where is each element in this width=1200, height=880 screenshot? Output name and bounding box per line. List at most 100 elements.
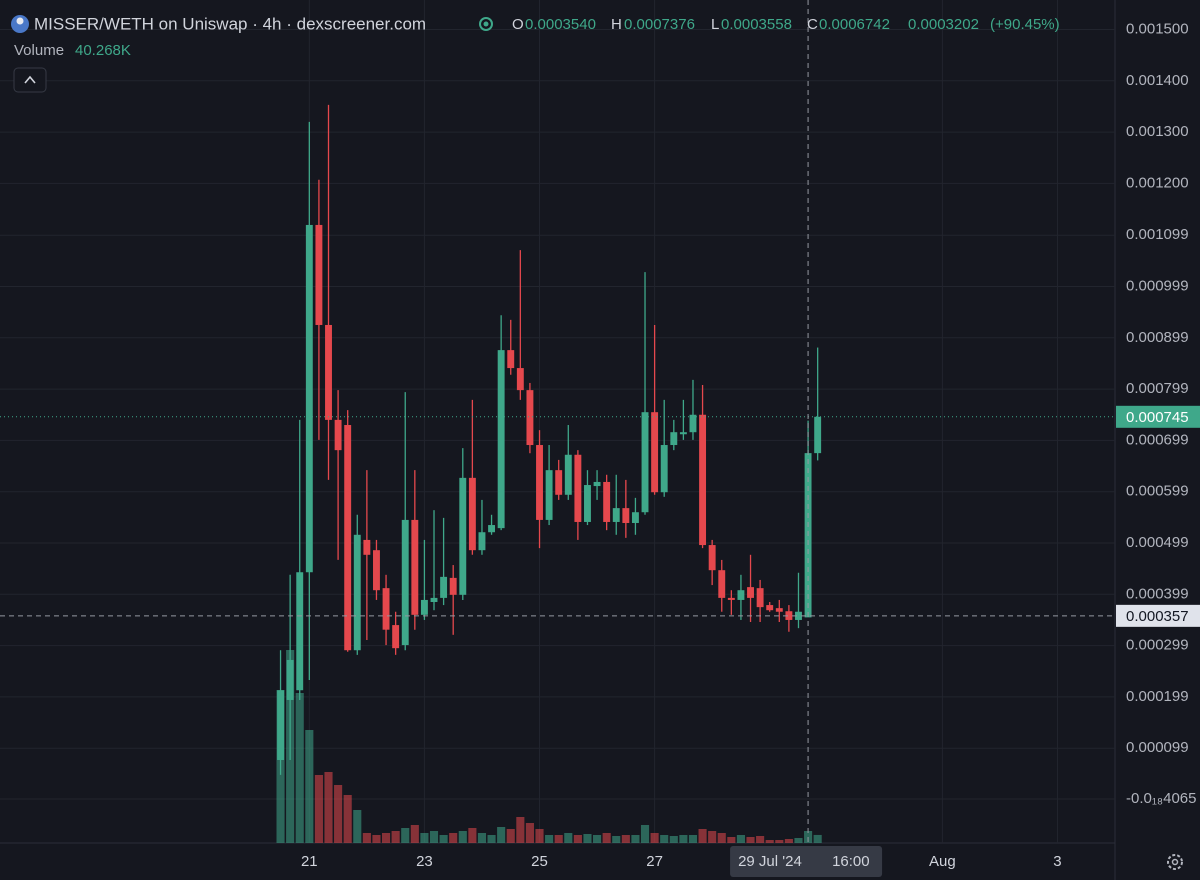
volume-bar	[679, 835, 688, 843]
volume-bar	[295, 693, 304, 843]
candle-body	[488, 525, 496, 533]
volume-bar	[429, 831, 439, 843]
y-tick-label: 0.001400	[1126, 72, 1189, 89]
volume-bar	[382, 833, 391, 843]
volume-bar	[573, 835, 582, 843]
candle-body	[325, 324, 332, 420]
candle-body	[497, 350, 505, 529]
candle-body	[641, 412, 649, 513]
candle-body	[612, 508, 620, 522]
candle-body	[459, 477, 467, 595]
volume-bar	[506, 829, 515, 843]
candle-body	[353, 534, 361, 651]
collapse-button[interactable]	[13, 67, 47, 93]
close-value: 0.0006742	[819, 16, 890, 33]
candle-body	[344, 425, 352, 651]
volume-bar	[468, 828, 477, 843]
last-price-box	[1116, 405, 1200, 428]
close-label: C	[807, 16, 818, 33]
candle-body	[440, 576, 448, 598]
candle-body	[430, 597, 438, 602]
volume-bar	[449, 833, 458, 843]
volume-bar	[362, 833, 371, 843]
candle-body	[449, 577, 457, 595]
volume-bar	[545, 835, 554, 843]
volume-bar	[746, 837, 755, 843]
low-label: L	[711, 16, 719, 33]
candle-body	[507, 350, 515, 369]
volume-bar	[305, 730, 314, 843]
crosshair-price-label: 0.000357	[1126, 608, 1189, 625]
volume-bar	[708, 831, 717, 843]
status-dot-core	[483, 21, 489, 27]
volume-bar	[564, 833, 573, 843]
low-value: 0.0003558	[721, 16, 792, 33]
x-tick-label: 27	[646, 853, 663, 870]
y-tick-label: 0.000699	[1126, 431, 1189, 448]
volume-bar	[487, 835, 496, 843]
y-tick-label: 0.000599	[1126, 483, 1189, 500]
volume-bar	[410, 825, 419, 843]
open-value: 0.0003540	[525, 16, 596, 33]
collapse-icon	[24, 75, 36, 84]
x-tick-label: 3	[1053, 853, 1061, 870]
candle-body	[756, 588, 764, 608]
volume-bar	[554, 835, 563, 843]
crosshair-time-box	[730, 846, 883, 877]
y-tick-label: 0.000499	[1126, 534, 1189, 551]
candle-body	[373, 550, 380, 591]
candle-body	[516, 368, 524, 391]
crosshair-date-label: 29 Jul '24	[738, 853, 802, 870]
volume-bar	[640, 825, 650, 843]
candle-body	[305, 224, 313, 573]
volume-bar	[334, 785, 343, 843]
pair-title: MISSER/WETH on Uniswap · 4h · dexscreene…	[34, 14, 426, 33]
candle-body	[468, 477, 476, 551]
candle-body	[603, 481, 611, 522]
volume-bar	[593, 835, 602, 843]
status-dot	[479, 17, 493, 31]
volume-label: Volume	[14, 42, 64, 59]
y-tick-label: -0.0₁₈4065	[1126, 790, 1197, 807]
y-tick-label: 0.000399	[1126, 585, 1189, 602]
y-tick-label: 0.001500	[1126, 20, 1189, 37]
candle-body	[536, 445, 543, 520]
y-tick-label: 0.000799	[1126, 380, 1189, 397]
candle-body	[737, 590, 745, 600]
candle-body	[296, 572, 304, 691]
y-tick-label: 0.001099	[1126, 226, 1189, 243]
candle-body	[334, 419, 342, 451]
candle-body	[660, 445, 668, 493]
x-tick-label: 25	[531, 853, 548, 870]
candle-body	[401, 519, 409, 646]
y-tick-label: 0.001200	[1126, 174, 1189, 191]
volume-bar	[784, 839, 793, 843]
volume-bar	[756, 836, 765, 843]
volume-bar	[477, 833, 487, 843]
settings[interactable]	[1167, 854, 1183, 870]
high-value: 0.0007376	[624, 16, 695, 33]
candle-body	[574, 454, 582, 522]
volume-bar	[324, 772, 333, 843]
volume-bar	[698, 829, 707, 843]
crosshair-price-box	[1116, 604, 1200, 627]
volume-value: 40.268K	[75, 42, 131, 59]
candle-body	[584, 485, 591, 522]
candle-body	[747, 587, 754, 598]
token-icon-head	[16, 17, 24, 25]
volume-bar	[525, 823, 534, 843]
volume-bar	[602, 833, 611, 843]
volume-bar	[813, 834, 822, 843]
candle-body	[727, 597, 735, 600]
candle-body	[785, 611, 793, 620]
candle-body	[766, 605, 774, 611]
y-tick-label: 0.001300	[1126, 123, 1189, 140]
change-percent: (+90.45%)	[990, 16, 1060, 33]
open-label: O	[512, 16, 524, 33]
settings-gear[interactable]	[1167, 854, 1183, 870]
volume-bar	[343, 795, 352, 843]
volume-bar	[353, 810, 362, 843]
candle-body	[286, 659, 294, 700]
candle-body	[699, 414, 707, 546]
